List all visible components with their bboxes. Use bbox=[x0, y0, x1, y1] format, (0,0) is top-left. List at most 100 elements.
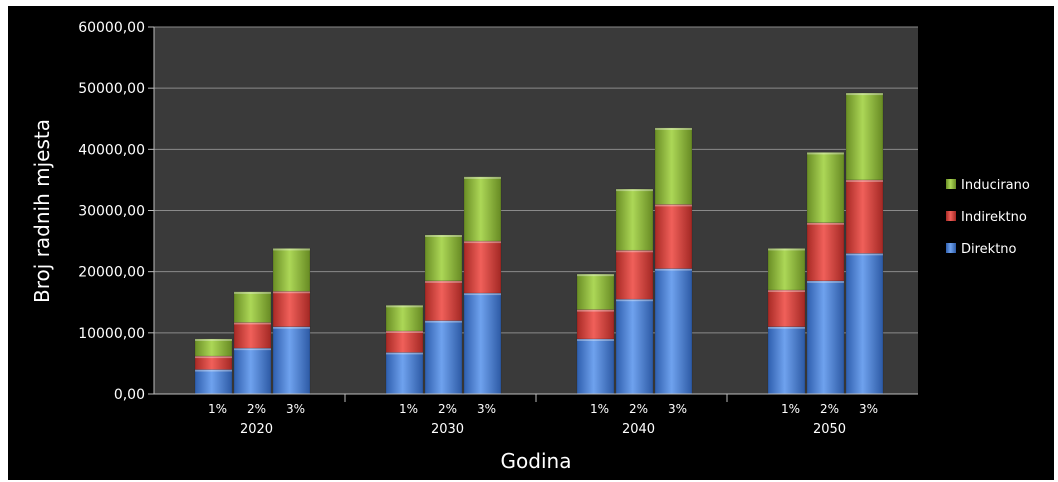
bar-segment-direktno bbox=[233, 347, 272, 395]
bar-segment-inducirano bbox=[767, 248, 806, 291]
bar-highlight bbox=[234, 322, 271, 325]
y-tick-label: 20000,00 bbox=[78, 265, 145, 281]
x-group-label: 2050 bbox=[813, 422, 846, 437]
bar-segment-indirektno bbox=[654, 204, 693, 269]
y-tick-label: 10000,00 bbox=[78, 326, 145, 342]
bar-highlight bbox=[425, 320, 462, 323]
bar-segment-inducirano bbox=[194, 338, 233, 357]
bar-segment-direktno bbox=[654, 268, 693, 395]
bar-segment-inducirano bbox=[845, 92, 884, 181]
bar-highlight bbox=[846, 93, 883, 96]
x-subcategory-label: 1% bbox=[590, 402, 609, 416]
bar-segment-inducirano bbox=[654, 127, 693, 205]
legend-label-indirektno: Indirektno bbox=[961, 210, 1027, 225]
x-group-label: 2030 bbox=[431, 422, 464, 437]
bar-segment-direktno bbox=[576, 338, 615, 395]
bar-segment-indirektno bbox=[767, 289, 806, 328]
bar-highlight bbox=[807, 152, 844, 155]
bar-segment-inducirano bbox=[615, 188, 654, 251]
y-tick-label: 50000,00 bbox=[78, 81, 145, 97]
bar-segment-inducirano bbox=[424, 234, 463, 282]
bar-highlight bbox=[425, 280, 462, 283]
bar-highlight bbox=[195, 356, 232, 359]
bar-segment-inducirano bbox=[385, 305, 424, 332]
bar-highlight bbox=[464, 293, 501, 296]
bar-highlight bbox=[768, 290, 805, 293]
x-subcategory-label: 2% bbox=[629, 402, 648, 416]
bars-layer bbox=[194, 92, 884, 395]
bar-highlight bbox=[655, 204, 692, 207]
bar-segment-inducirano bbox=[272, 248, 311, 292]
bar-segment-direktno bbox=[272, 326, 311, 395]
bar-highlight bbox=[846, 179, 883, 182]
bar-highlight bbox=[577, 309, 614, 312]
bar-highlight bbox=[768, 326, 805, 329]
y-tick-label: 60000,00 bbox=[78, 20, 145, 36]
axis-layer bbox=[148, 26, 918, 402]
bar-segment-indirektno bbox=[576, 309, 615, 340]
bar-segment-direktno bbox=[615, 298, 654, 395]
bar-segment-indirektno bbox=[272, 290, 311, 328]
y-tick-label: 40000,00 bbox=[78, 142, 145, 158]
bar-segment-direktno bbox=[845, 253, 884, 395]
bar-highlight bbox=[464, 241, 501, 244]
x-subcategory-label: 2% bbox=[438, 402, 457, 416]
bar-segment-inducirano bbox=[806, 152, 845, 224]
x-subcategory-label: 3% bbox=[859, 402, 878, 416]
bar-segment-indirektno bbox=[615, 249, 654, 300]
x-axis-title: Godina bbox=[501, 449, 572, 473]
bar-highlight bbox=[655, 268, 692, 271]
bar-highlight bbox=[273, 248, 310, 251]
bar-highlight bbox=[577, 338, 614, 341]
y-axis-title: Broj radnih mjesta bbox=[30, 119, 54, 303]
x-subcategory-label: 1% bbox=[781, 402, 800, 416]
legend-swatch-indirektno bbox=[946, 211, 956, 221]
bar-highlight bbox=[195, 338, 232, 341]
legend-label-direktno: Direktno bbox=[961, 242, 1017, 257]
bar-segment-indirektno bbox=[806, 222, 845, 282]
x-subcategory-label: 1% bbox=[208, 402, 227, 416]
bar-segment-inducirano bbox=[463, 176, 502, 242]
bar-highlight bbox=[807, 222, 844, 225]
y-tick-label: 30000,00 bbox=[78, 204, 145, 220]
bar-highlight bbox=[234, 291, 271, 294]
x-subcategory-label: 1% bbox=[399, 402, 418, 416]
bar-segment-direktno bbox=[806, 280, 845, 395]
bar-highlight bbox=[577, 274, 614, 277]
bar-highlight bbox=[234, 348, 271, 351]
y-tick-label: 0,00 bbox=[114, 387, 145, 403]
bar-highlight bbox=[386, 330, 423, 333]
bar-segment-indirektno bbox=[845, 179, 884, 254]
bar-highlight bbox=[655, 127, 692, 130]
bar-highlight bbox=[616, 250, 653, 253]
bar-highlight bbox=[768, 248, 805, 251]
bar-highlight bbox=[807, 280, 844, 283]
bar-segment-indirektno bbox=[194, 355, 233, 370]
bar-segment-direktno bbox=[424, 320, 463, 395]
bar-segment-indirektno bbox=[233, 322, 272, 349]
x-subcategory-label: 2% bbox=[247, 402, 266, 416]
legend-swatch-direktno bbox=[946, 243, 956, 253]
bar-segment-direktno bbox=[194, 369, 233, 395]
bar-highlight bbox=[616, 189, 653, 192]
x-subcategory-label: 3% bbox=[286, 402, 305, 416]
x-group-label: 2040 bbox=[622, 422, 655, 437]
bar-highlight bbox=[846, 253, 883, 256]
x-subcategory-label: 2% bbox=[820, 402, 839, 416]
bar-segment-indirektno bbox=[463, 240, 502, 294]
bar-highlight bbox=[273, 326, 310, 329]
x-subcategory-label: 3% bbox=[668, 402, 687, 416]
bar-highlight bbox=[386, 305, 423, 308]
labels-layer: 0,00 10000,00 20000,00 30000,00 40000,00 5000… bbox=[78, 20, 878, 437]
bar-segment-direktno bbox=[463, 292, 502, 395]
legend-swatch-inducirano bbox=[946, 179, 956, 189]
chart-svg: 0,00 10000,00 20000,00 30000,00 40000,00 5000… bbox=[30, 20, 1030, 473]
bar-segment-indirektno bbox=[385, 330, 424, 353]
x-group-label: 2020 bbox=[240, 422, 273, 437]
chart-frame: 0,00 10000,00 20000,00 30000,00 40000,00 5000… bbox=[8, 6, 1054, 480]
bar-segment-inducirano bbox=[576, 273, 615, 310]
bar-segment-indirektno bbox=[424, 280, 463, 321]
legend: Inducirano Indirektno Direktno bbox=[946, 178, 1030, 257]
bar-highlight bbox=[273, 291, 310, 294]
bar-highlight bbox=[616, 299, 653, 302]
